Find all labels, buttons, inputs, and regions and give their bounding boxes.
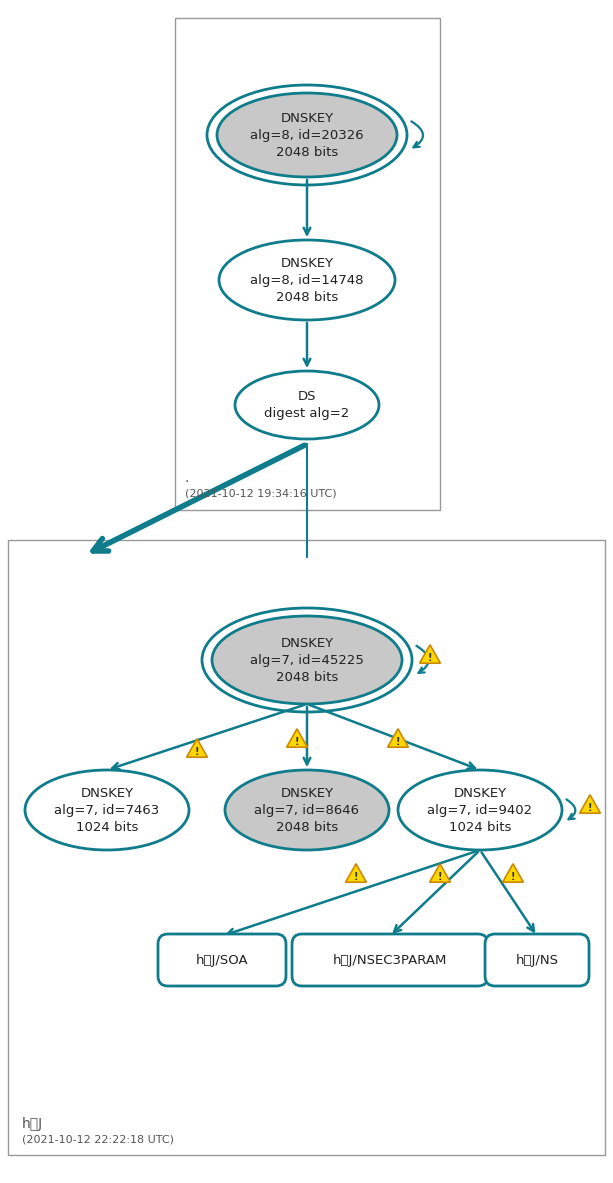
Text: !: !	[428, 653, 432, 662]
Text: DNSKEY
alg=8, id=14748
2048 bits: DNSKEY alg=8, id=14748 2048 bits	[250, 257, 364, 304]
FancyBboxPatch shape	[292, 935, 488, 985]
Text: DS
digest alg=2: DS digest alg=2	[264, 390, 349, 420]
Polygon shape	[387, 729, 408, 748]
Bar	[175, 18, 440, 510]
Text: .: .	[185, 471, 189, 485]
Bar	[8, 539, 605, 1155]
Ellipse shape	[25, 770, 189, 851]
Text: (2021-10-12 22:22:18 UTC): (2021-10-12 22:22:18 UTC)	[22, 1134, 174, 1145]
Text: hꞷJ/SOA: hꞷJ/SOA	[196, 953, 248, 967]
Polygon shape	[430, 864, 451, 883]
Polygon shape	[503, 864, 524, 883]
Ellipse shape	[225, 770, 389, 851]
Polygon shape	[420, 645, 440, 664]
Ellipse shape	[219, 240, 395, 319]
Text: hꞷJ/NS: hꞷJ/NS	[516, 953, 558, 967]
Text: !: !	[511, 872, 516, 881]
FancyBboxPatch shape	[485, 935, 589, 985]
Text: !: !	[354, 872, 358, 881]
Text: !: !	[588, 802, 592, 813]
Text: (2021-10-12 19:34:16 UTC): (2021-10-12 19:34:16 UTC)	[185, 489, 337, 498]
Ellipse shape	[212, 616, 402, 704]
Text: !: !	[396, 737, 400, 746]
Ellipse shape	[235, 371, 379, 439]
Text: DNSKEY
alg=7, id=7463
1024 bits: DNSKEY alg=7, id=7463 1024 bits	[55, 787, 159, 834]
Text: DNSKEY
alg=7, id=45225
2048 bits: DNSKEY alg=7, id=45225 2048 bits	[250, 636, 364, 684]
FancyBboxPatch shape	[158, 935, 286, 985]
Text: hꞷJ: hꞷJ	[22, 1117, 43, 1131]
Polygon shape	[287, 729, 307, 748]
Text: hꞷJ/NSEC3PARAM: hꞷJ/NSEC3PARAM	[333, 953, 447, 967]
Polygon shape	[346, 864, 367, 883]
Text: !: !	[195, 746, 199, 757]
Ellipse shape	[217, 93, 397, 177]
Text: !: !	[295, 737, 299, 746]
Text: DNSKEY
alg=8, id=20326
2048 bits: DNSKEY alg=8, id=20326 2048 bits	[250, 111, 364, 159]
Text: DNSKEY
alg=7, id=9402
1024 bits: DNSKEY alg=7, id=9402 1024 bits	[427, 787, 533, 834]
Text: !: !	[438, 872, 442, 881]
Text: DNSKEY
alg=7, id=8646
2048 bits: DNSKEY alg=7, id=8646 2048 bits	[254, 787, 359, 834]
Polygon shape	[580, 795, 600, 813]
Polygon shape	[186, 739, 207, 757]
Ellipse shape	[398, 770, 562, 851]
